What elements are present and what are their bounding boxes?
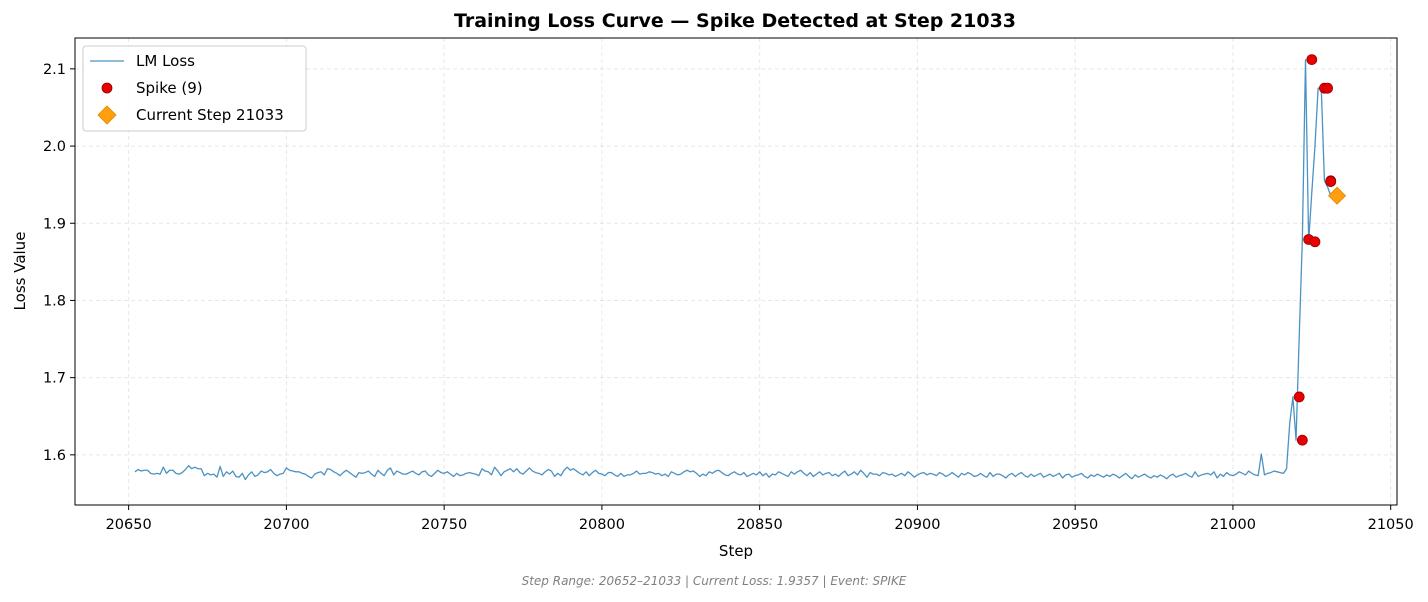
legend-current-swatch — [97, 105, 117, 125]
spike-point — [1322, 82, 1333, 94]
grid-lines — [75, 38, 1397, 505]
current-step-marker — [1327, 186, 1347, 205]
x-tick-label: 20850 — [737, 517, 783, 533]
y-tick-label: 1.9 — [43, 216, 66, 232]
legend-label: Spike (9) — [136, 79, 203, 97]
spike-point — [1306, 54, 1318, 66]
legend-spike-swatch — [101, 82, 113, 94]
chart-title: Training Loss Curve — Spike Detected at … — [454, 10, 1016, 32]
spike-point — [1296, 434, 1308, 446]
x-tick-label: 21050 — [1368, 517, 1414, 533]
x-tick-label: 20650 — [106, 517, 152, 533]
legend-box — [82, 45, 307, 132]
y-tick-label: 2.1 — [43, 62, 66, 78]
x-tick-label: 20700 — [263, 517, 309, 533]
y-tick-label: 1.6 — [43, 448, 66, 464]
loss-chart: Training Loss Curve — Spike Detected at … — [11, 10, 1414, 560]
x-tick-label: 21000 — [1210, 517, 1256, 533]
axis-ticks: 20650 20700 20750 20800 20850 20900 20950 21000… — [43, 62, 1414, 533]
x-tick-label: 20900 — [894, 517, 940, 533]
spike-point — [1309, 236, 1321, 248]
y-tick-label: 2.0 — [43, 139, 66, 155]
y-tick-label: 1.7 — [43, 371, 66, 387]
plot-frame — [74, 37, 1398, 506]
x-axis-label: Step — [719, 542, 753, 560]
y-tick-label: 1.8 — [43, 293, 66, 309]
legend-label: Current Step 21033 — [136, 106, 284, 124]
y-axis-label: Loss Value — [11, 232, 29, 311]
lm-loss-line — [134, 58, 1332, 481]
x-tick-label: 20800 — [579, 517, 625, 533]
x-tick-label: 20950 — [1052, 517, 1098, 533]
spike-point — [1293, 391, 1305, 403]
legend: LM Loss Spike (9) Current Step 21033 — [82, 45, 307, 132]
x-tick-label: 20750 — [421, 517, 467, 533]
legend-label: LM Loss — [136, 52, 195, 70]
spike-point — [1325, 176, 1337, 187]
chart-footer: Step Range: 20652–21033 | Current Loss: … — [521, 574, 907, 588]
data-series — [134, 54, 1347, 481]
